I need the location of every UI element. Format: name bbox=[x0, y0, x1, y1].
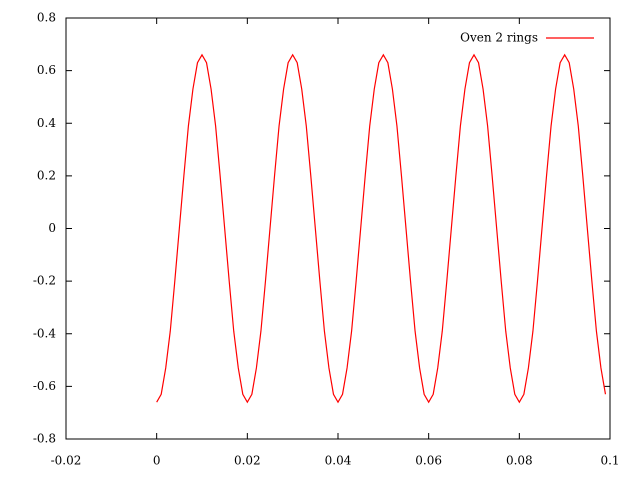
y-tick-label: 0.6 bbox=[37, 63, 56, 77]
data-line bbox=[156, 53, 607, 404]
plot-border bbox=[65, 17, 611, 440]
y-tick-label: -0.8 bbox=[33, 432, 56, 446]
x-tick-label: 0.1 bbox=[600, 454, 619, 468]
y-tick-label: 0 bbox=[48, 221, 56, 235]
legend-label: Oven 2 rings bbox=[460, 31, 538, 45]
y-tick-label: -0.2 bbox=[33, 274, 56, 288]
y-tick-label: 0.2 bbox=[37, 168, 56, 182]
x-tick-label: 0 bbox=[153, 454, 161, 468]
x-tick-label: 0.08 bbox=[506, 454, 533, 468]
x-tick-label: 0.04 bbox=[325, 454, 352, 468]
y-tick-label: -0.4 bbox=[33, 326, 57, 340]
y-tick-label: 0.4 bbox=[37, 116, 56, 130]
x-tick-label: 0.02 bbox=[234, 454, 261, 468]
y-tick-label: -0.6 bbox=[33, 379, 56, 393]
x-tick-label: -0.02 bbox=[51, 454, 82, 468]
y-tick-label: 0.8 bbox=[37, 11, 56, 25]
x-tick-label: 0.06 bbox=[415, 454, 442, 468]
